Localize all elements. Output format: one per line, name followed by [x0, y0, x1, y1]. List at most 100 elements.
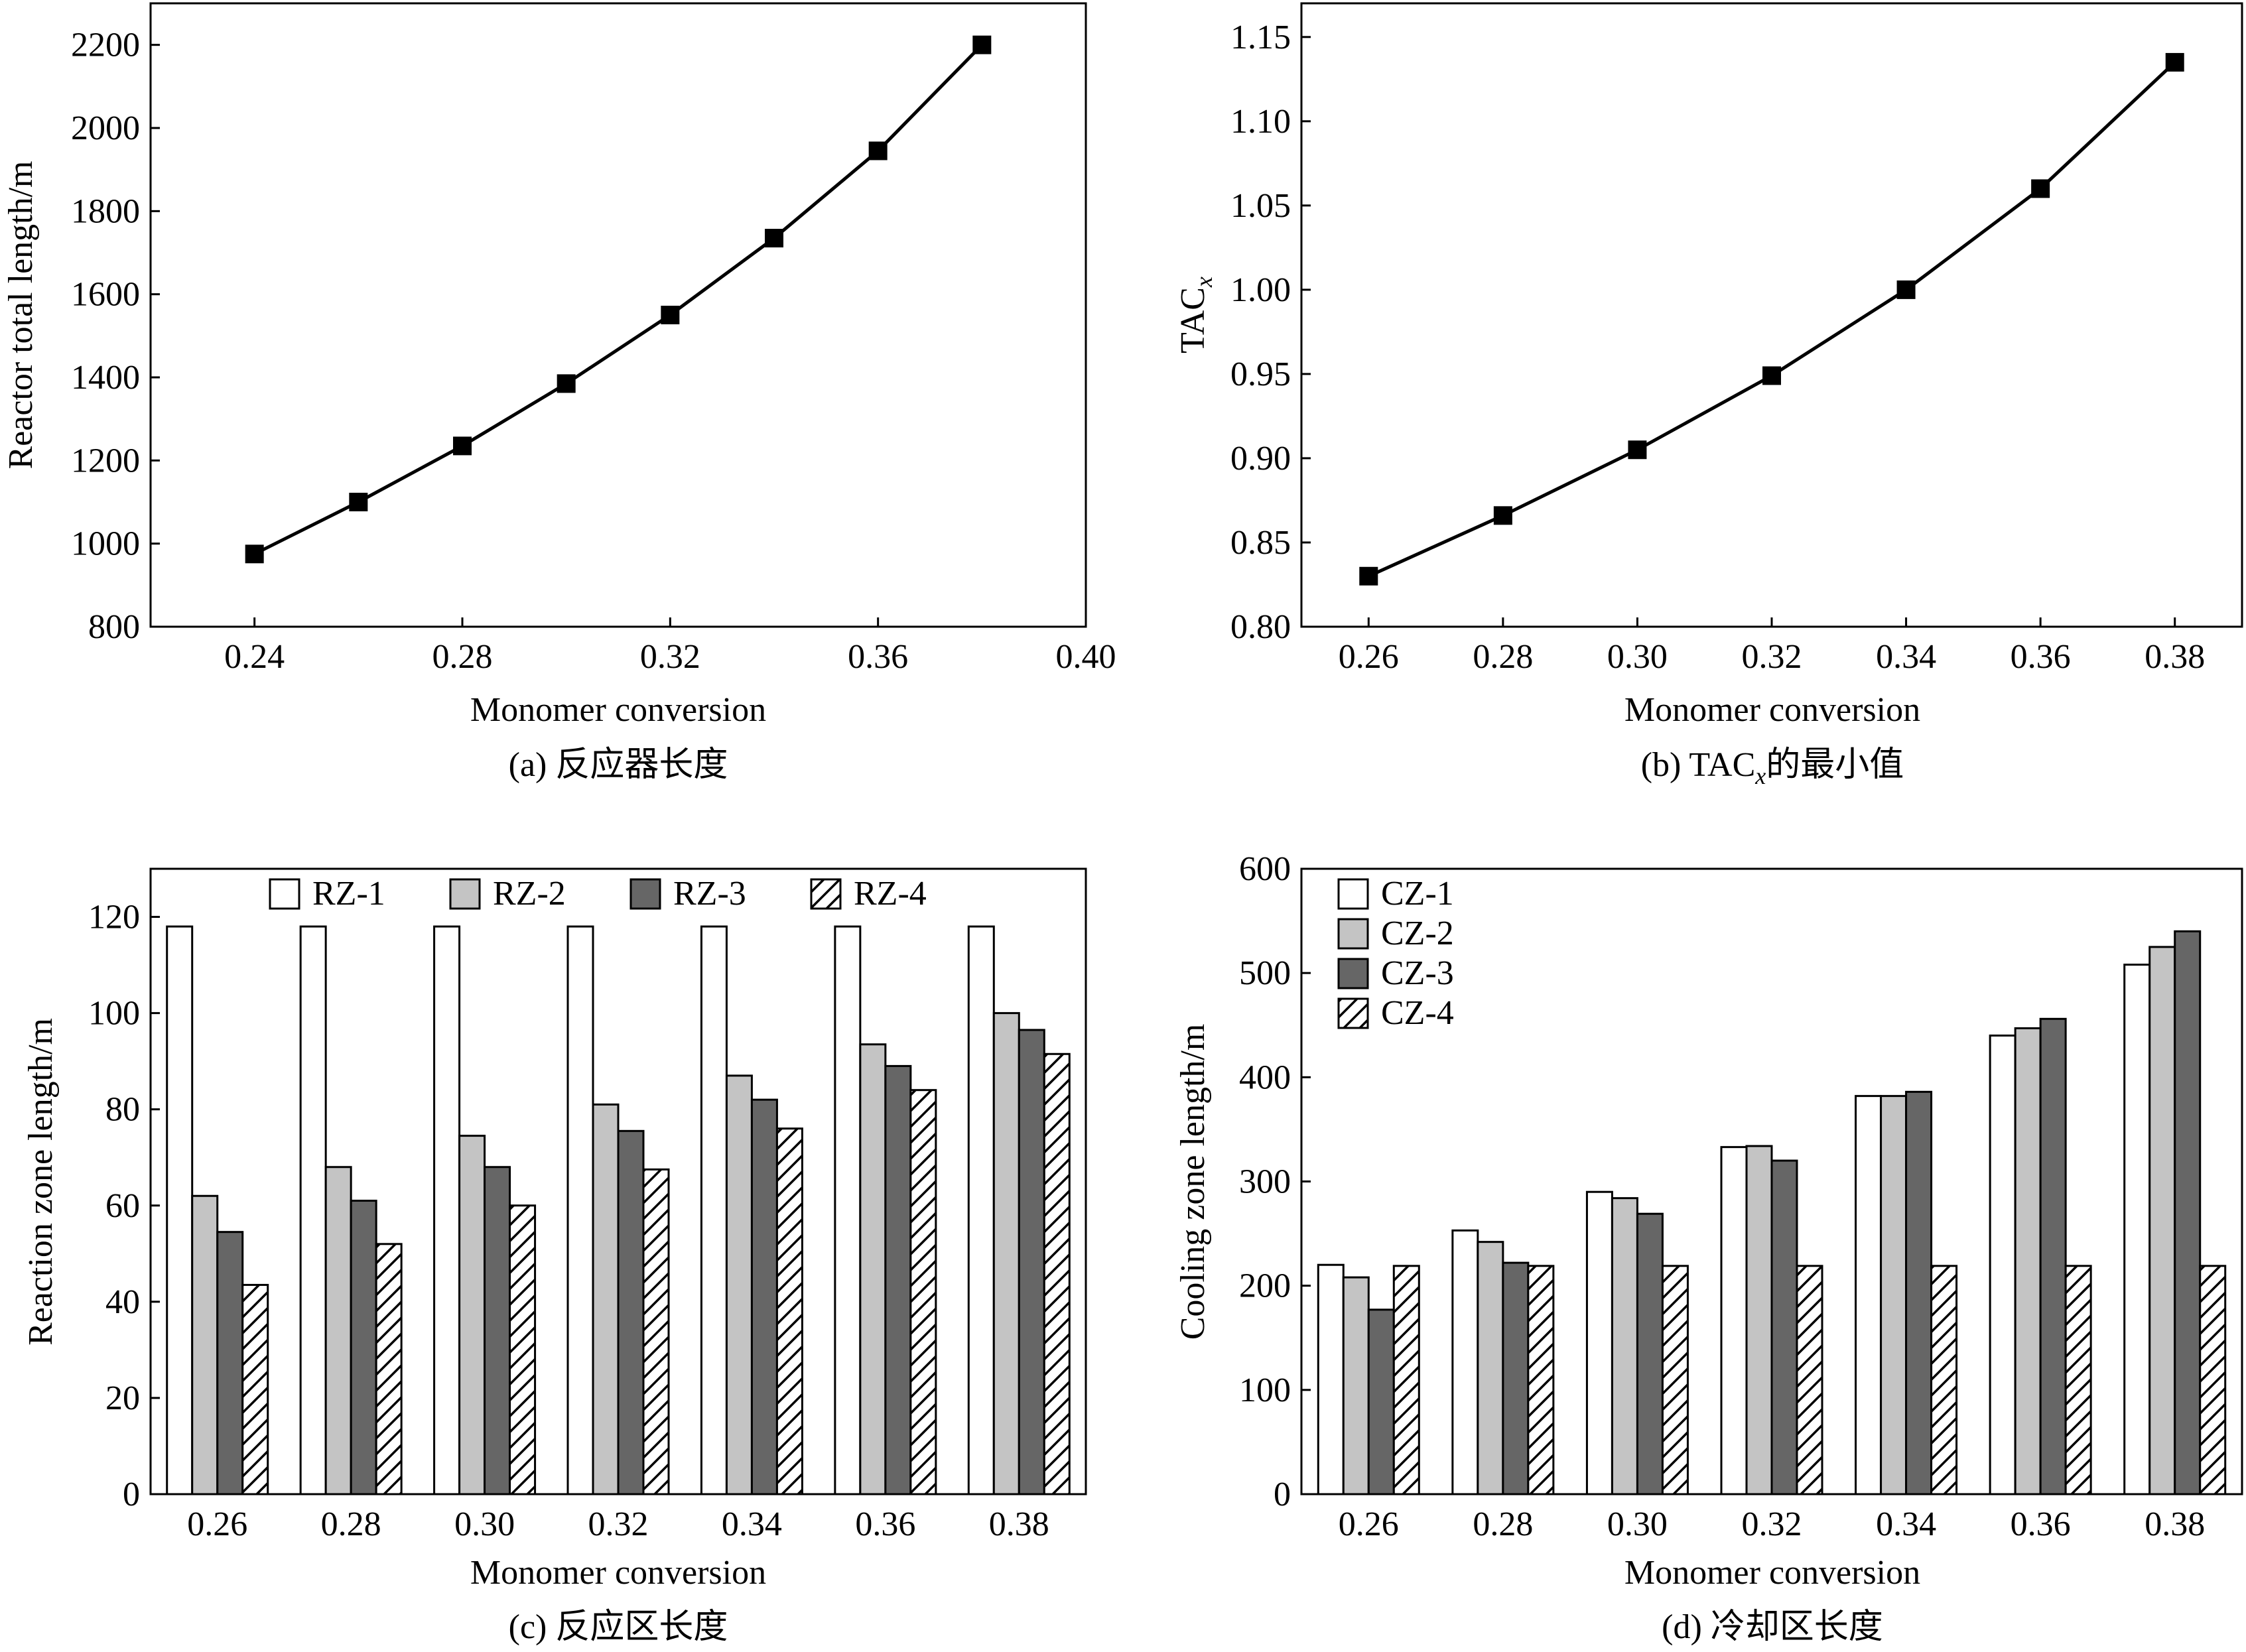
- panel-b-x-tick-label: 0.34: [1876, 638, 1936, 676]
- panel-c-x-tick-label: 0.28: [321, 1505, 381, 1543]
- panel-d-bar-cz-3: [2174, 930, 2202, 1495]
- panel-a-x-tick-label: 0.36: [848, 638, 908, 676]
- panel-d-ticks: 0 100 200 300 400 500 600 0.26 0.28 0.30 0.32 0.34 0…: [1239, 850, 2205, 1543]
- panel-c-legend-label: RZ-2: [493, 875, 566, 913]
- panel-b-y-tick-label: 1.00: [1230, 271, 1291, 309]
- panel-d-bar-cz-4: [1930, 1265, 1958, 1495]
- panel-a-y-axis-label: Reactor total length/m: [2, 161, 40, 470]
- panel-d-legend-swatch: [1337, 878, 1369, 910]
- panel-c-y-tick-label: 60: [105, 1187, 140, 1225]
- panel-c-legend-swatch: [449, 878, 481, 910]
- panel-b-data-point: [1493, 506, 1512, 525]
- panel-b-data-point: [1896, 280, 1916, 299]
- panel-d-legend-label: CZ-3: [1381, 954, 1454, 992]
- panel-a-y-tick-label: 2000: [71, 109, 140, 147]
- panel-d-x-tick-label: 0.26: [1339, 1505, 1399, 1543]
- panel-b-y-tick-label: 1.10: [1230, 103, 1291, 141]
- panel-c-bar-rz-4: [775, 1127, 803, 1495]
- panel-d-bar-cz-2: [1880, 1095, 1908, 1495]
- panel-a-plot-frame: [149, 2, 1087, 628]
- panel-d-bar-cz-4: [1527, 1265, 1555, 1495]
- panel-a-x-tick-label: 0.28: [432, 638, 493, 676]
- panel-d-bar-cz-4: [2199, 1265, 2227, 1495]
- panel-b-y-tick-label: 0.85: [1230, 524, 1291, 562]
- panel-d-bar-cz-4: [1661, 1265, 1689, 1495]
- panel-d-bar-cz-3: [2039, 1017, 2067, 1495]
- panel-d-marks: [1317, 930, 2227, 1495]
- panel-d-x-tick-label: 0.34: [1876, 1505, 1936, 1543]
- panel-d-legend-label: CZ-2: [1381, 915, 1454, 952]
- panel-c-y-tick-label: 120: [88, 899, 140, 936]
- panel-a-y-tick-label: 2200: [71, 27, 140, 64]
- panel-a-y-tick-label: 1600: [71, 276, 140, 314]
- panel-c-bar-rz-3: [484, 1166, 511, 1495]
- panel-b-caption-main: (b) TAC: [1641, 746, 1756, 784]
- panel-d-bar-cz-2: [1745, 1145, 1773, 1495]
- panel-d-y-tick-label: 0: [1274, 1476, 1291, 1513]
- panel-b-data-point: [1359, 566, 1378, 586]
- panel-c-y-tick-label: 80: [105, 1091, 140, 1129]
- panel-d-legend: CZ-1CZ-2CZ-3CZ-4: [1337, 875, 1454, 1032]
- panel-d-bar-cz-1: [1585, 1190, 1613, 1495]
- panel-c-x-tick-label: 0.26: [187, 1505, 247, 1543]
- panel-c-legend-label: RZ-4: [854, 875, 927, 913]
- panel-d-legend-label: CZ-4: [1381, 994, 1454, 1032]
- panel-b-caption: (b) TACx的最小值: [1641, 746, 1904, 789]
- panel-b-series-line: [1368, 61, 2176, 578]
- panel-d-y-tick-label: 600: [1239, 850, 1291, 888]
- panel-d-x-tick-label: 0.28: [1473, 1505, 1533, 1543]
- panel-c-bar-rz-1: [566, 925, 594, 1495]
- panel-b-caption-sub: x: [1754, 763, 1766, 789]
- panel-c-legend: RZ-1 RZ-2 RZ-3 RZ-4: [269, 875, 927, 913]
- panel-d-bar-cz-3: [1367, 1308, 1395, 1495]
- panel-b-data-point: [1762, 366, 1781, 385]
- panel-c-bar-rz-2: [458, 1135, 486, 1495]
- panel-d-y-tick-label: 200: [1239, 1267, 1291, 1305]
- panel-a-y-tick-label: 1200: [71, 442, 140, 479]
- panel-b-marks: [1359, 52, 2184, 586]
- panel-d-y-tick-label: 100: [1239, 1371, 1291, 1409]
- panel-c-y-tick-label: 40: [105, 1283, 140, 1321]
- panel-c-y-tick-label: 0: [123, 1476, 140, 1513]
- panel-b-y-tick-label: 0.90: [1230, 440, 1291, 477]
- panel-c-plot-frame: [149, 867, 1087, 1495]
- panel-c-bar-rz-2: [191, 1194, 219, 1495]
- panel-d-bar-cz-1: [1317, 1263, 1345, 1495]
- panel-d-bar-cz-2: [2148, 946, 2176, 1495]
- panel-d-y-tick-label: 400: [1239, 1058, 1291, 1096]
- panel-c-bar-rz-4: [1043, 1052, 1071, 1495]
- panel-b-y-tick-label: 1.15: [1230, 19, 1291, 56]
- panel-d-bar-cz-3: [1502, 1261, 1530, 1495]
- panel-c-ticks: 0 20 40 60 80 100 120 0.26 0.28 0.30 0.32 0.34 0.36 0…: [88, 899, 1049, 1543]
- panel-d-bar-cz-1: [1720, 1146, 1748, 1495]
- panel-a-marks: [245, 35, 992, 564]
- panel-d-bar-cz-2: [1611, 1197, 1638, 1495]
- panel-d-bar-cz-2: [2014, 1027, 2042, 1495]
- panel-d-y-axis-label: Cooling zone length/m: [1174, 1024, 1212, 1340]
- panel-a-x-axis-label: Monomer conversion: [470, 691, 766, 729]
- panel-b-y-axis-label-main: TAC: [1174, 287, 1212, 353]
- panel-a-ticks: 800 1000 1200 1400 1600 1800 2000 2200 0.24 0.28 0…: [71, 27, 1116, 676]
- panel-d-bar-cz-2: [1342, 1276, 1370, 1495]
- panel-c-bar-rz-3: [216, 1231, 244, 1495]
- panel-d-x-tick-label: 0.32: [1742, 1505, 1802, 1543]
- panel-b-x-tick-label: 0.28: [1473, 638, 1533, 676]
- panel-d-bar-cz-4: [1796, 1265, 1823, 1495]
- panel-a: 800 1000 1200 1400 1600 1800 2000 2200 0.24 0.28 0…: [2, 2, 1116, 784]
- panel-d-bar-cz-1: [1989, 1034, 2016, 1495]
- panel-c-x-tick-label: 0.38: [989, 1505, 1049, 1543]
- panel-b-plot-frame: [1300, 2, 2243, 628]
- panel-c-bar-rz-1: [299, 925, 327, 1495]
- panel-b-x-tick-label: 0.26: [1339, 638, 1399, 676]
- panel-c-x-tick-label: 0.34: [722, 1505, 782, 1543]
- panel-b-caption-tail: 的最小值: [1766, 746, 1904, 784]
- panel-b-x-tick-label: 0.32: [1742, 638, 1802, 676]
- panel-c-bar-rz-1: [967, 925, 995, 1495]
- panel-b-data-point: [2031, 179, 2050, 198]
- panel-c-bar-rz-1: [700, 925, 728, 1495]
- panel-c-bar-rz-2: [859, 1043, 887, 1495]
- panel-d-legend-swatch: [1337, 958, 1369, 989]
- panel-a-data-point: [349, 493, 368, 511]
- panel-d-x-tick-label: 0.36: [2011, 1505, 2071, 1543]
